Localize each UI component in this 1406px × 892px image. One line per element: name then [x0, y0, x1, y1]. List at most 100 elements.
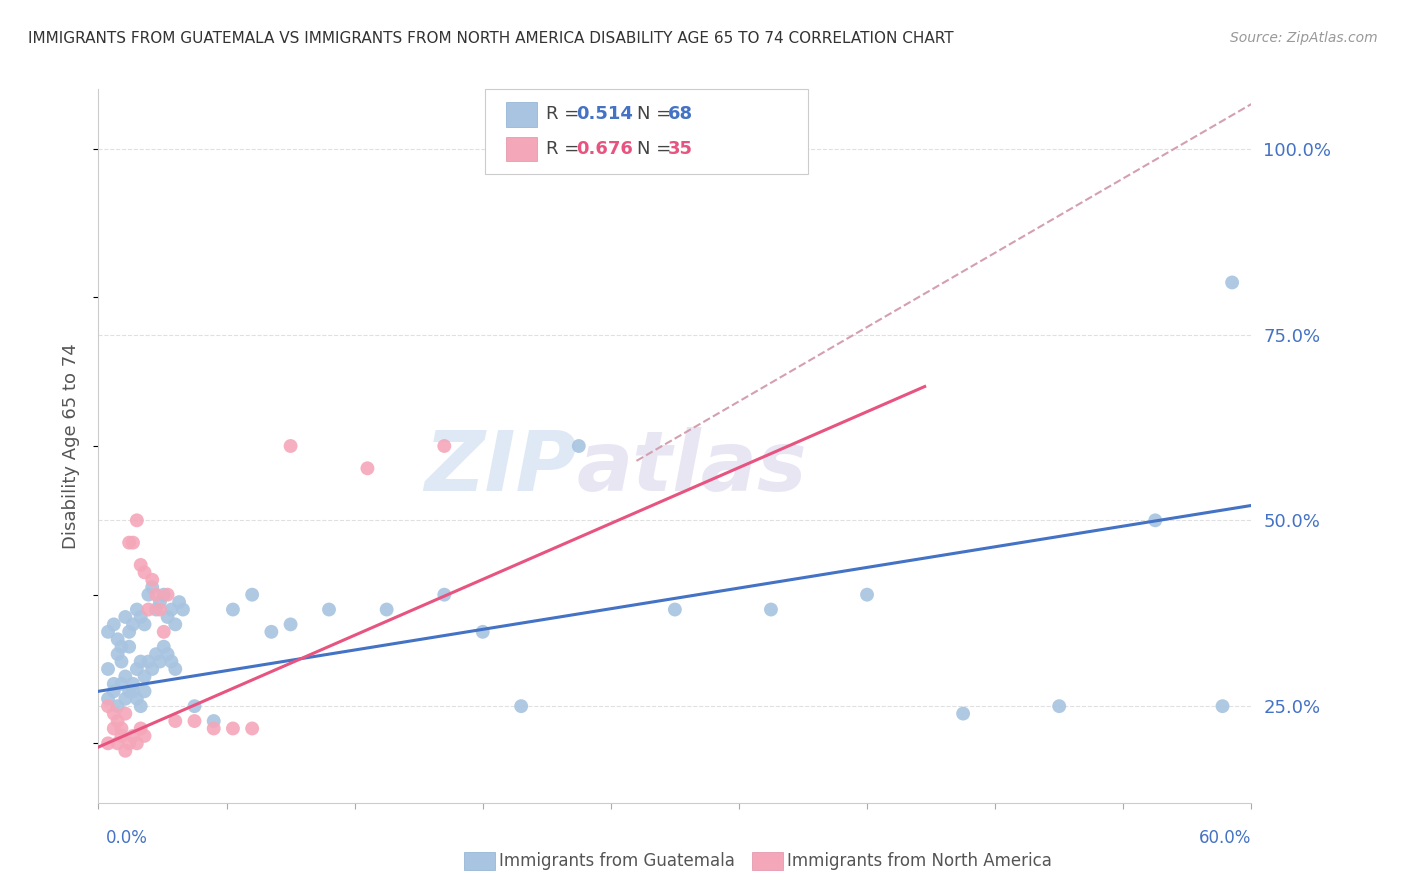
Point: [165, 617, 187, 632]
Point: [152, 640, 174, 654]
Text: IMMIGRANTS FROM GUATEMALA VS IMMIGRANTS FROM NORTH AMERICA DISABILITY AGE 65 TO : IMMIGRANTS FROM GUATEMALA VS IMMIGRANTS …: [28, 31, 953, 46]
Point: [125, 513, 148, 527]
Point: [240, 588, 263, 602]
Text: atlas: atlas: [576, 427, 807, 508]
Text: Source: ZipAtlas.com: Source: ZipAtlas.com: [1230, 31, 1378, 45]
Point: [141, 662, 163, 676]
Text: 0.514: 0.514: [576, 105, 633, 123]
Point: [114, 706, 136, 721]
Point: [97, 736, 120, 750]
Point: [110, 655, 132, 669]
Point: [375, 602, 398, 616]
Text: N =: N =: [637, 140, 676, 158]
Point: [165, 662, 187, 676]
Point: [280, 617, 302, 632]
Point: [103, 617, 125, 632]
Point: [202, 714, 225, 728]
Point: [152, 624, 174, 639]
Point: [97, 691, 120, 706]
Point: [318, 602, 340, 616]
Point: [103, 684, 125, 698]
Point: [97, 699, 120, 714]
Point: [122, 729, 145, 743]
Point: [110, 640, 132, 654]
Point: [172, 602, 194, 616]
Point: [1144, 513, 1167, 527]
Text: 68: 68: [668, 105, 693, 123]
Point: [510, 699, 533, 714]
Point: [122, 617, 145, 632]
Point: [134, 729, 156, 743]
Point: [107, 736, 129, 750]
Point: [149, 655, 172, 669]
Point: [202, 722, 225, 736]
Point: [160, 602, 183, 616]
Point: [107, 699, 129, 714]
Point: [1047, 699, 1070, 714]
Point: [125, 662, 148, 676]
Point: [107, 632, 129, 647]
Point: [118, 640, 141, 654]
Point: [222, 722, 245, 736]
Point: [118, 624, 141, 639]
Point: [103, 677, 125, 691]
Point: [122, 684, 145, 698]
Point: [129, 655, 152, 669]
Point: [664, 602, 686, 616]
Text: R =: R =: [546, 105, 585, 123]
Point: [122, 677, 145, 691]
Text: Immigrants from Guatemala: Immigrants from Guatemala: [499, 852, 735, 870]
Point: [110, 677, 132, 691]
Point: [110, 722, 132, 736]
Point: [165, 714, 187, 728]
Point: [134, 684, 156, 698]
Text: N =: N =: [637, 105, 676, 123]
Point: [1212, 699, 1234, 714]
Point: [134, 617, 156, 632]
Point: [568, 439, 591, 453]
Point: [129, 558, 152, 572]
Point: [107, 714, 129, 728]
Point: [280, 439, 302, 453]
Point: [118, 736, 141, 750]
Point: [103, 706, 125, 721]
Point: [134, 669, 156, 683]
Point: [759, 602, 782, 616]
Point: [160, 655, 183, 669]
Point: [114, 744, 136, 758]
Point: [759, 142, 782, 156]
Text: ZIP: ZIP: [425, 427, 576, 508]
Point: [103, 722, 125, 736]
Point: [156, 647, 179, 661]
Point: [145, 647, 167, 661]
Point: [156, 588, 179, 602]
Point: [356, 461, 378, 475]
Point: [149, 602, 172, 616]
Point: [433, 439, 456, 453]
Point: [156, 610, 179, 624]
Point: [952, 706, 974, 721]
Point: [114, 691, 136, 706]
Point: [129, 722, 152, 736]
Point: [433, 588, 456, 602]
Text: 35: 35: [668, 140, 693, 158]
Point: [141, 573, 163, 587]
Point: [1220, 276, 1243, 290]
Point: [114, 610, 136, 624]
Point: [183, 714, 205, 728]
Point: [118, 535, 141, 549]
Point: [129, 610, 152, 624]
Y-axis label: Disability Age 65 to 74: Disability Age 65 to 74: [62, 343, 80, 549]
Point: [138, 602, 160, 616]
Point: [114, 669, 136, 683]
Point: [125, 736, 148, 750]
Point: [471, 624, 494, 639]
Point: [856, 588, 879, 602]
Text: 60.0%: 60.0%: [1199, 829, 1251, 847]
Point: [134, 566, 156, 580]
Text: R =: R =: [546, 140, 585, 158]
Point: [125, 602, 148, 616]
Point: [183, 699, 205, 714]
Point: [167, 595, 190, 609]
Point: [152, 588, 174, 602]
